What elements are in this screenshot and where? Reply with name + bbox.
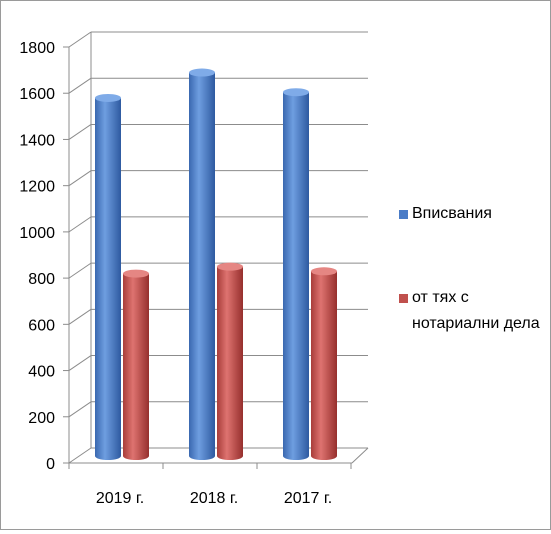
bar-series-2 [217, 262, 243, 460]
y-tick-label: 400 [28, 364, 55, 381]
legend-swatch-series-1 [399, 210, 408, 219]
bar-series-1 [189, 68, 215, 460]
legend-item-series-2: от тях с нотариални дела [399, 285, 549, 337]
legend-label-series-2: от тях с нотариални дела [412, 289, 540, 332]
y-tick-label: 800 [28, 271, 55, 288]
gridline-diagonal [68, 77, 92, 94]
y-tick-label: 1200 [19, 179, 55, 196]
gridline-diagonal [68, 216, 92, 233]
bar-series-2 [311, 267, 337, 460]
legend-item-series-1: Вписвания [399, 201, 492, 227]
gridline-diagonal [68, 355, 92, 371]
bar-series-1 [95, 93, 121, 460]
gridline-diagonal [68, 401, 92, 418]
y-tick-label: 1600 [19, 86, 55, 103]
floor-edge [351, 447, 369, 464]
gridline-diagonal [68, 124, 92, 140]
x-tick-label: 2019 г. [96, 490, 144, 507]
gridline-diagonal [68, 308, 92, 325]
y-tick-label: 600 [28, 317, 55, 334]
y-tick-label: 200 [28, 410, 55, 427]
y-tick-label: 1400 [19, 132, 55, 149]
y-tick-label: 0 [46, 456, 55, 473]
legend-label-series-1: Вписвания [412, 205, 492, 222]
x-tick-label: 2018 г. [190, 490, 238, 507]
gridline-diagonal [68, 31, 92, 48]
bar-series-1 [283, 88, 309, 460]
legend-swatch-series-2 [399, 294, 408, 303]
y-tick-label: 1800 [19, 40, 55, 57]
gridline-diagonal [68, 447, 92, 464]
bar-series-2 [123, 269, 149, 460]
x-tick-label: 2017 г. [284, 490, 332, 507]
y-tick-label: 1000 [19, 225, 55, 242]
gridline-diagonal [68, 170, 92, 187]
gridline-diagonal [68, 262, 92, 279]
